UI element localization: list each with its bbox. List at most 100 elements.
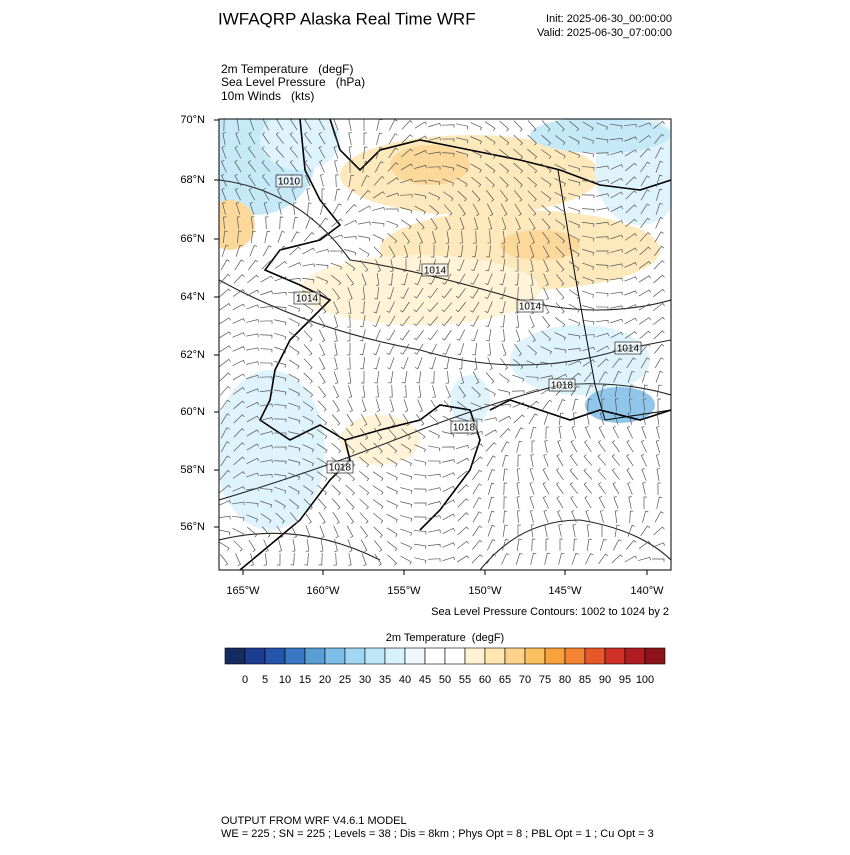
wind-barb (358, 247, 370, 257)
wind-barb (302, 415, 314, 425)
wind-barb (430, 370, 435, 384)
wind-barb (595, 319, 609, 324)
wind-barb (640, 161, 651, 173)
wind-barb (554, 373, 568, 381)
wind-barb (543, 510, 549, 523)
wind-barb (372, 329, 381, 341)
wind-barb (360, 300, 365, 314)
wind-barb (455, 287, 466, 299)
wind-barb (347, 539, 353, 552)
wind-barb (457, 484, 469, 494)
wind-barb (455, 315, 466, 327)
wind-barb (414, 193, 427, 200)
wind-barb (472, 371, 480, 385)
wind-barb (582, 121, 594, 131)
wind-barb (558, 524, 562, 537)
wind-barb (568, 206, 581, 214)
wind-barb (220, 554, 229, 566)
wind-barb (232, 501, 245, 506)
wind-barb (555, 120, 565, 132)
wind-barb (486, 203, 494, 217)
wind-barb (417, 245, 422, 258)
wind-barb (318, 132, 326, 145)
wind-barb (626, 425, 634, 439)
colorbar-swatch (424, 647, 446, 665)
colorbar-swatch (524, 647, 546, 665)
wind-barb (274, 261, 287, 269)
wind-barb (484, 273, 493, 286)
wind-barb (641, 425, 647, 439)
wind-barb (513, 176, 523, 188)
wind-barb (472, 483, 482, 495)
wind-barb (582, 290, 595, 298)
colorbar-tick-label: 65 (499, 674, 511, 686)
wind-barb (601, 524, 605, 538)
wind-barb (274, 375, 287, 382)
wind-barb (572, 524, 576, 537)
wind-barb (288, 485, 300, 495)
wind-barb (289, 499, 300, 510)
wind-barb (219, 469, 231, 480)
wind-barb (445, 231, 450, 244)
wind-barb (318, 315, 326, 328)
wind-barb (289, 146, 299, 158)
wind-barb (347, 371, 352, 384)
wind-barb (516, 538, 522, 551)
wind-barb (305, 525, 311, 539)
wind-barb (441, 288, 452, 299)
wind-barb (320, 174, 324, 187)
wind-barb (624, 331, 637, 339)
wind-barb (316, 249, 329, 253)
wind-barb (487, 230, 491, 244)
wind-barb (428, 137, 441, 141)
wind-barb (359, 498, 369, 510)
wind-barb (457, 498, 469, 508)
wind-barb (596, 221, 609, 226)
wind-barb (530, 426, 537, 439)
wind-barb (304, 119, 312, 131)
wind-barb (417, 231, 423, 245)
wind-barb (359, 442, 369, 454)
wind-barb (573, 538, 578, 552)
wind-barb (387, 162, 399, 172)
contour-label: 1014 (424, 266, 447, 277)
wind-barb (540, 361, 553, 367)
wind-barb (499, 120, 509, 132)
wind-barb (318, 145, 326, 159)
lat-label: 56°N (180, 521, 205, 533)
wind-barb (386, 343, 396, 355)
wind-barb (554, 178, 566, 187)
wind-barb (457, 470, 469, 479)
wind-barb (542, 481, 550, 495)
wind-barb (527, 148, 538, 160)
wind-barb (457, 526, 469, 536)
wind-barb (443, 357, 450, 370)
wind-barb (291, 525, 298, 539)
wind-barb (638, 134, 651, 143)
wind-barb (441, 152, 455, 157)
wind-barb (500, 441, 510, 453)
wind-barb (516, 440, 523, 453)
wind-barb (274, 346, 287, 354)
wind-barb (612, 539, 622, 551)
wind-barb (302, 471, 314, 481)
wind-barb (571, 509, 577, 523)
wind-barb (569, 482, 579, 494)
contour-label-box (450, 420, 478, 434)
wind-barb (625, 190, 637, 200)
wind-barb (543, 453, 549, 467)
wind-barb (334, 357, 338, 370)
wind-barb (471, 456, 483, 466)
map-frame (218, 118, 672, 571)
wind-barb (444, 244, 450, 258)
lat-label: 58°N (180, 464, 205, 476)
wind-barb (232, 332, 246, 338)
wind-barb (469, 418, 483, 423)
wind-barb (530, 510, 534, 523)
wind-barb (530, 524, 535, 537)
wind-barb (597, 358, 609, 368)
wind-barb (568, 150, 581, 159)
wind-barb (316, 471, 328, 482)
wind-barb (515, 552, 523, 565)
wind-barb (655, 370, 663, 383)
